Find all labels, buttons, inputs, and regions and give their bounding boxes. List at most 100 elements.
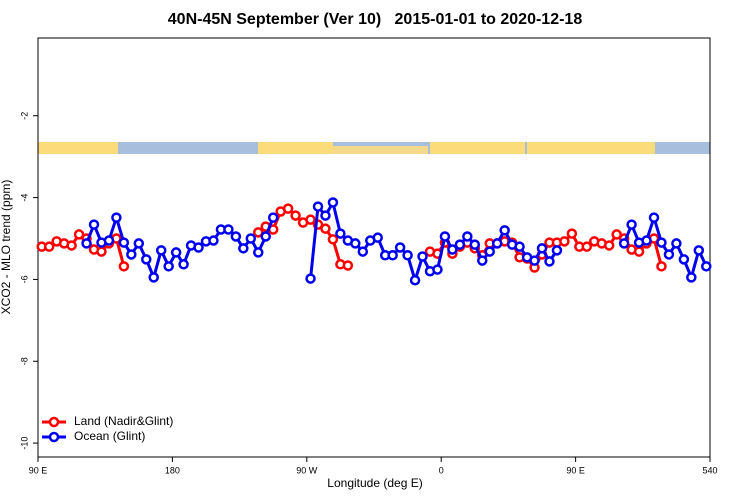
data-point: [170, 247, 182, 258]
data-point: [253, 227, 264, 238]
data-point: [387, 250, 398, 261]
data-point: [417, 251, 428, 262]
data-point: [693, 245, 705, 256]
x-tick-label: 90 E: [566, 465, 585, 475]
data-point: [686, 272, 697, 283]
data-point: [290, 210, 301, 221]
data-point: [245, 233, 257, 244]
x-tick-label: 180: [165, 465, 180, 475]
data-point: [671, 238, 682, 249]
y-tick-label: -8: [19, 357, 29, 365]
data-point: [141, 254, 152, 265]
legend-label: Land (Nadir&Glint): [74, 414, 173, 428]
data-point: [327, 234, 339, 245]
land-mask-strip: [38, 142, 710, 154]
data-point: [126, 249, 137, 260]
data-point: [193, 242, 204, 253]
data-point: [409, 274, 421, 286]
data-point: [536, 243, 548, 254]
x-tick-label: 90 E: [29, 465, 48, 475]
data-point: [350, 238, 361, 249]
data-point: [267, 212, 279, 223]
data-point: [103, 235, 115, 246]
data-point: [118, 237, 130, 248]
data-point: [454, 239, 466, 250]
data-point: [701, 261, 712, 272]
data-point: [402, 250, 413, 261]
x-tick-label: 540: [702, 465, 717, 475]
data-point: [432, 264, 443, 275]
data-point: [633, 246, 645, 257]
data-point: [499, 225, 510, 236]
data-point: [439, 231, 451, 242]
chart-title: 40N-45N September (Ver 10) 2015-01-01 to…: [168, 11, 583, 28]
data-point: [230, 231, 242, 242]
data-point: [678, 254, 690, 265]
data-point: [320, 223, 331, 234]
x-axis-label: Longitude (deg E): [327, 476, 422, 490]
data-point: [43, 241, 55, 252]
data-point: [663, 249, 675, 260]
data-point: [372, 232, 383, 243]
data-point: [282, 203, 294, 214]
x-tick-label: 0: [439, 465, 444, 475]
data-point: [96, 246, 107, 257]
data-point: [477, 255, 488, 266]
data-point: [514, 241, 525, 252]
data-point: [342, 260, 354, 271]
data-point: [335, 228, 346, 239]
data-point: [73, 229, 85, 240]
data-point: [118, 261, 130, 272]
data-point: [312, 201, 324, 212]
data-point: [178, 259, 189, 270]
legend-label: Ocean (Glint): [74, 429, 145, 443]
data-point: [618, 238, 630, 249]
data-point: [648, 212, 660, 223]
data-point: [327, 197, 339, 208]
data-point: [163, 261, 174, 272]
data-point: [357, 246, 369, 257]
data-point: [469, 239, 481, 250]
data-point: [656, 261, 667, 272]
data-point: [484, 246, 495, 257]
data-point: [148, 272, 159, 283]
data-point: [253, 247, 264, 258]
data-point: [111, 212, 122, 223]
legend-marker: [48, 431, 60, 443]
y-tick-label: -2: [19, 112, 29, 120]
data-point: [544, 256, 555, 267]
data-point: [626, 219, 637, 230]
y-tick-label: -6: [19, 275, 29, 283]
data-point: [611, 229, 622, 240]
data-point: [320, 210, 331, 221]
data-point: [559, 236, 570, 247]
data-point: [133, 238, 145, 249]
data-point: [462, 231, 473, 242]
data-point: [447, 244, 458, 255]
data-point: [529, 255, 540, 266]
data-point: [394, 242, 406, 253]
data-point: [238, 243, 249, 254]
data-point: [223, 224, 234, 235]
data-point: [88, 219, 100, 230]
data-point: [581, 241, 593, 252]
data-point: [305, 273, 316, 284]
y-tick-label: -10: [19, 437, 29, 450]
data-point: [641, 235, 652, 246]
data-point: [208, 235, 219, 246]
data-point: [566, 228, 578, 239]
data-point: [656, 237, 667, 248]
data-point: [81, 238, 92, 249]
data-point: [603, 240, 615, 251]
data-point: [155, 245, 167, 256]
x-tick-label: 90 W: [296, 465, 318, 475]
legend-marker: [48, 416, 60, 428]
data-point: [66, 240, 77, 251]
y-tick-label: -4: [19, 194, 29, 202]
data-point: [551, 245, 563, 256]
data-point: [260, 231, 271, 242]
data-point: [305, 214, 316, 225]
data-point: [491, 238, 503, 249]
y-axis-label: XCO2 - MLO trend (ppm): [0, 180, 13, 315]
